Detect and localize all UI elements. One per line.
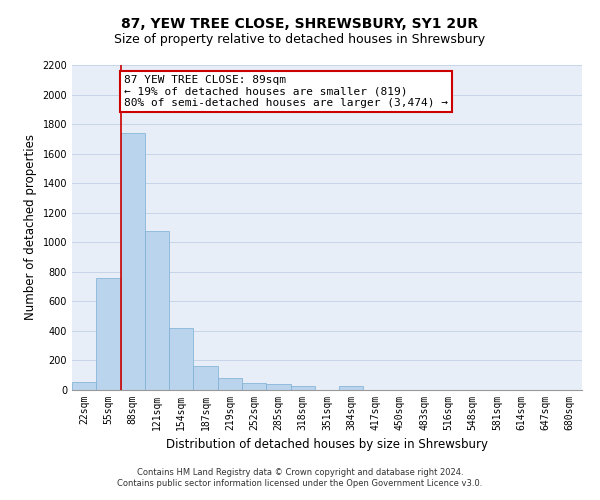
Bar: [218, 378, 242, 390]
Y-axis label: Number of detached properties: Number of detached properties: [24, 134, 37, 320]
X-axis label: Distribution of detached houses by size in Shrewsbury: Distribution of detached houses by size …: [166, 438, 488, 452]
Bar: [121, 133, 145, 390]
Bar: [96, 278, 121, 390]
Bar: [242, 384, 266, 390]
Bar: [290, 386, 315, 390]
Text: Size of property relative to detached houses in Shrewsbury: Size of property relative to detached ho…: [115, 32, 485, 46]
Bar: [193, 366, 218, 390]
Bar: [339, 386, 364, 390]
Bar: [266, 384, 290, 390]
Text: 87, YEW TREE CLOSE, SHREWSBURY, SY1 2UR: 87, YEW TREE CLOSE, SHREWSBURY, SY1 2UR: [121, 18, 479, 32]
Bar: [169, 328, 193, 390]
Bar: [145, 231, 169, 390]
Bar: [72, 382, 96, 390]
Text: 87 YEW TREE CLOSE: 89sqm
← 19% of detached houses are smaller (819)
80% of semi-: 87 YEW TREE CLOSE: 89sqm ← 19% of detach…: [124, 74, 448, 108]
Text: Contains HM Land Registry data © Crown copyright and database right 2024.
Contai: Contains HM Land Registry data © Crown c…: [118, 468, 482, 487]
